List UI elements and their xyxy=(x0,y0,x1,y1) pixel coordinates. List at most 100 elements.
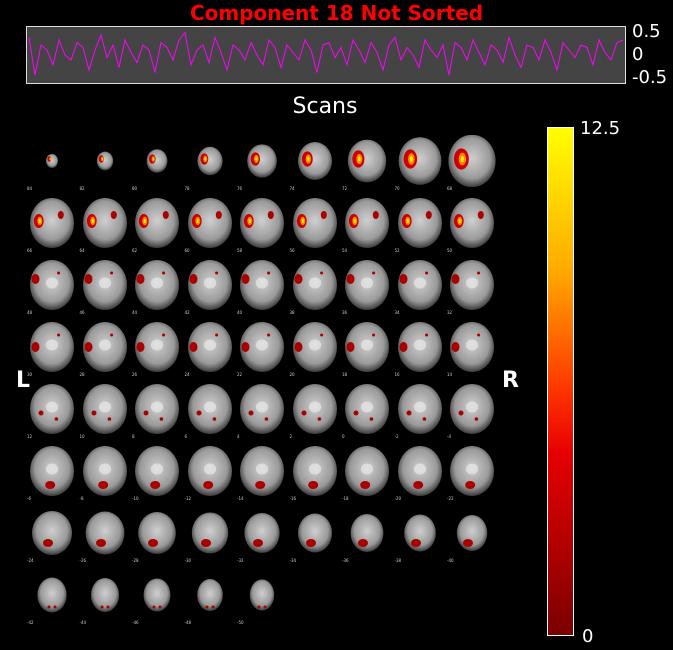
slice-montage: 84 82 80 78 76 74 72 70 68 66 64 62 60 58 56 54 52 50 48 46… xyxy=(26,135,506,635)
brain-slice-image xyxy=(82,446,127,496)
brain-slice: -24 xyxy=(26,507,78,569)
brain-slice: -6 xyxy=(26,445,78,507)
brain-slice-image xyxy=(82,322,127,372)
brain-slice-image xyxy=(398,137,441,185)
slice-z-label: -16 xyxy=(289,496,297,501)
slice-z-label: 10 xyxy=(79,434,85,439)
brain-slice-image xyxy=(240,384,284,434)
brain-slice-image xyxy=(345,322,389,372)
slice-z-label: 14 xyxy=(447,372,453,377)
brain-slice: 70 xyxy=(394,135,446,197)
slice-z-label: 48 xyxy=(27,310,33,315)
brain-slice-image xyxy=(345,260,389,310)
brain-slice: -34 xyxy=(289,507,341,569)
slice-z-label: 30 xyxy=(27,372,33,377)
slice-z-label: 52 xyxy=(394,248,400,253)
slice-z-label: 54 xyxy=(342,248,348,253)
brain-slice-image xyxy=(397,322,442,372)
brain-slice: 28 xyxy=(79,321,131,383)
brain-slice-image xyxy=(297,513,332,553)
brain-slice-image xyxy=(397,384,442,434)
brain-slice: -16 xyxy=(289,445,341,507)
brain-slice-image xyxy=(191,512,228,554)
brain-slice-image xyxy=(135,198,179,248)
timecourse-tick-bottom: -0.5 xyxy=(632,67,668,88)
brain-slice-image xyxy=(187,198,232,248)
brain-slice: 76 xyxy=(236,135,288,197)
brain-slice-image xyxy=(82,384,127,434)
brain-slice-image xyxy=(292,260,337,310)
brain-slice: -32 xyxy=(236,507,288,569)
brain-slice: 68 xyxy=(446,135,498,197)
brain-slice-image xyxy=(138,512,176,554)
brain-slice: -18 xyxy=(341,445,393,507)
slice-z-label: 6 xyxy=(184,434,188,439)
brain-slice: -8 xyxy=(79,445,131,507)
brain-slice: -20 xyxy=(394,445,446,507)
brain-slice: 22 xyxy=(236,321,288,383)
brain-slice: -2 xyxy=(394,383,446,445)
brain-slice-image xyxy=(90,578,119,612)
brain-slice: 10 xyxy=(79,383,131,445)
brain-slice-image xyxy=(187,322,232,372)
slice-z-label: 84 xyxy=(27,186,33,191)
slice-z-label: -12 xyxy=(184,496,192,501)
slice-z-label: 8 xyxy=(132,434,135,439)
slice-z-label: 0 xyxy=(342,434,345,439)
brain-slice-image xyxy=(240,260,284,310)
brain-slice: 24 xyxy=(184,321,236,383)
slice-z-label: 76 xyxy=(237,186,243,191)
slice-z-label: -42 xyxy=(27,620,34,625)
slice-z-label: -14 xyxy=(237,496,244,501)
brain-slice-image xyxy=(450,260,494,310)
brain-slice-image xyxy=(448,135,496,187)
brain-slice: 12 xyxy=(26,383,78,445)
brain-slice-image xyxy=(30,384,74,434)
brain-slice-image xyxy=(187,446,232,496)
brain-slice: 60 xyxy=(184,197,236,259)
brain-slice: -44 xyxy=(79,569,131,631)
slice-z-label: 34 xyxy=(394,310,400,315)
slice-z-label: 38 xyxy=(289,310,295,315)
brain-slice: 78 xyxy=(184,135,236,197)
brain-slice-image xyxy=(187,384,232,434)
brain-slice-image xyxy=(450,322,494,372)
brain-slice-image xyxy=(240,198,284,248)
brain-slice-image xyxy=(347,139,387,183)
slice-z-label: -24 xyxy=(27,558,34,563)
slice-z-label: 16 xyxy=(394,372,400,377)
brain-slice: 6 xyxy=(184,383,236,445)
colorbar-max-label: 12.5 xyxy=(580,118,621,139)
slice-z-label: 74 xyxy=(289,186,295,191)
brain-slice: 80 xyxy=(131,135,183,197)
slice-z-label: 24 xyxy=(184,372,190,377)
slice-z-label: -44 xyxy=(79,620,87,625)
slice-z-label: 50 xyxy=(447,248,453,253)
brain-slice: -12 xyxy=(184,445,236,507)
slice-z-label: 66 xyxy=(27,248,33,253)
brain-slice-image xyxy=(397,260,442,310)
brain-slice-image xyxy=(297,142,332,180)
brain-slice: 64 xyxy=(79,197,131,259)
slice-z-label: -34 xyxy=(289,558,297,563)
slice-z-label: 42 xyxy=(184,310,190,315)
brain-slice-image xyxy=(82,260,127,310)
slice-z-label: -40 xyxy=(447,558,454,563)
slice-z-label: 62 xyxy=(132,248,138,253)
slice-z-label: -4 xyxy=(447,434,451,439)
brain-slice-image xyxy=(85,511,124,555)
brain-slice-image xyxy=(240,322,284,372)
timecourse-tick-top: 0.5 xyxy=(632,21,661,42)
slice-z-label: -26 xyxy=(79,558,87,563)
brain-slice: -46 xyxy=(131,569,183,631)
colorbar xyxy=(547,127,574,636)
brain-slice: -40 xyxy=(446,507,498,569)
left-orientation-label: L xyxy=(16,368,31,393)
brain-slice-image xyxy=(187,260,232,310)
brain-slice-image xyxy=(32,511,72,555)
brain-slice: 0 xyxy=(341,383,393,445)
brain-slice: 58 xyxy=(236,197,288,259)
brain-slice-image xyxy=(450,198,494,248)
slice-z-label: 44 xyxy=(132,310,138,315)
brain-slice: 62 xyxy=(131,197,183,259)
